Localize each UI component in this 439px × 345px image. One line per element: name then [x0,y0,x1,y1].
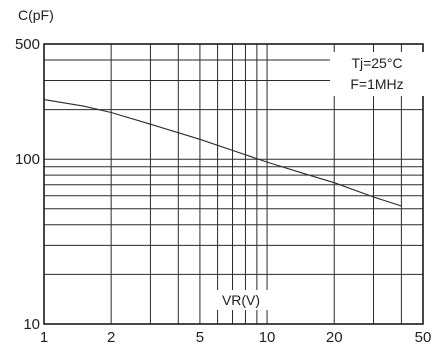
y-tick-label: 10 [23,316,40,333]
capacitance-curve [43,99,402,207]
x-axis-label: VR(V) [222,292,260,308]
annotation-frequency: F=1MHz [350,76,403,92]
x-tick-labels: 1 2 5 10 20 50 [40,329,432,345]
x-tick-label: 2 [107,329,115,345]
annotation-temperature: Tj=25°C [351,55,402,71]
x-tick-label: 1 [40,329,48,345]
x-tick-label: 50 [415,329,432,345]
y-tick-label: 100 [15,151,40,168]
x-axis-label-background [213,290,269,310]
x-tick-label: 20 [326,329,343,345]
plot-frame [43,43,424,325]
y-axis-label: C(pF) [18,7,54,23]
y-tick-labels: 10 100 500 [15,36,40,333]
y-tick-label: 500 [15,36,40,53]
conditions-annotation-background [330,52,424,96]
x-tick-label: 5 [196,329,204,345]
x-tick-label: 10 [259,329,276,345]
